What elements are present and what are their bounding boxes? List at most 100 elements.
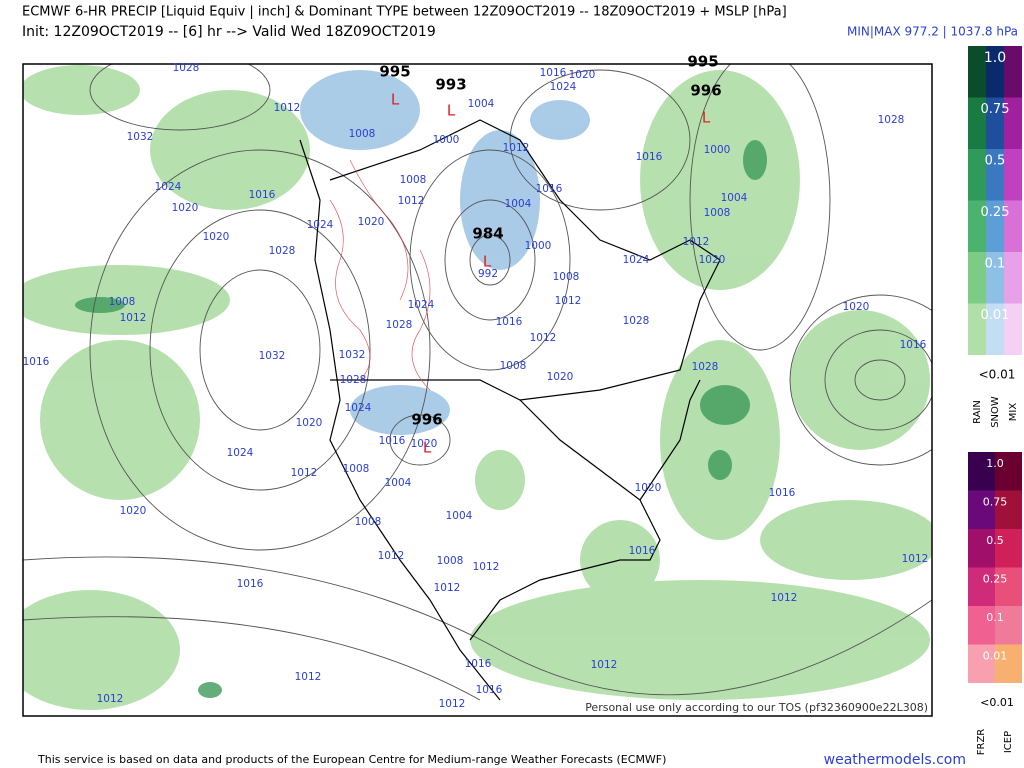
isobar-label: 1032 xyxy=(259,350,286,362)
legend-swatch xyxy=(986,46,1004,98)
isobar-label: 1020 xyxy=(203,231,230,243)
legend-swatch xyxy=(995,529,1022,568)
isobar-label: 1020 xyxy=(699,254,726,266)
low-center-value: 996 xyxy=(411,411,442,429)
isobar-label: 1016 xyxy=(900,339,927,351)
isobar-label: 1004 xyxy=(446,510,473,522)
isobar-label: 1028 xyxy=(340,374,367,386)
legend-level: 0.75 xyxy=(983,496,1008,509)
isobar-label: 1024 xyxy=(550,81,577,93)
legend-min: <0.01 xyxy=(980,696,1014,709)
map-features xyxy=(23,64,932,710)
isobar-label: 1024 xyxy=(227,447,254,459)
isobar-label: 1016 xyxy=(769,487,796,499)
isobar-label: 1024 xyxy=(408,299,435,311)
isobar-label: 1004 xyxy=(505,198,532,210)
legend-level: 1.0 xyxy=(984,50,1006,66)
legend-swatch xyxy=(1004,46,1022,98)
legend-type: MIX xyxy=(1008,403,1019,422)
legend-swatch xyxy=(995,452,1022,491)
legend-type: FRZR xyxy=(976,729,987,756)
isobar-label: 1012 xyxy=(503,142,530,154)
isobar-label: 1012 xyxy=(530,332,557,344)
isobar-label: 1012 xyxy=(398,195,425,207)
map-frame xyxy=(22,63,933,717)
isobar-label: 1028 xyxy=(269,245,296,257)
isobar-label: 1012 xyxy=(378,550,405,562)
legend-swatch xyxy=(968,490,995,529)
legend-swatch xyxy=(995,644,1022,683)
isobar-label: 1012 xyxy=(902,553,929,565)
isobar-label: 1020 xyxy=(547,371,574,383)
legend-level: 0.25 xyxy=(983,573,1008,586)
isobar-label: 1012 xyxy=(555,295,582,307)
low-center-value: 993 xyxy=(435,76,466,94)
isobar-label: 1012 xyxy=(591,659,618,671)
legend-level: 0.01 xyxy=(983,650,1008,663)
legend-swatch xyxy=(968,200,986,252)
isobar-label: 1012 xyxy=(120,312,147,324)
legend-swatch xyxy=(1004,149,1022,201)
isobar-label: 1020 xyxy=(569,69,596,81)
legend-level: 0.5 xyxy=(986,534,1004,547)
legend-swatch xyxy=(995,567,1022,606)
low-center-value: 996 xyxy=(690,82,721,100)
isobar-label: 1012 xyxy=(274,102,301,114)
isobar-label: 1020 xyxy=(120,505,147,517)
legend-swatch xyxy=(968,303,986,355)
legend-swatch xyxy=(968,606,995,645)
isobar-label: 1016 xyxy=(476,684,503,696)
legend-swatch xyxy=(968,567,995,606)
low-center-value: 984 xyxy=(472,225,503,243)
isobar-label: 1016 xyxy=(540,67,567,79)
legend-swatch xyxy=(1004,252,1022,304)
isobar-label: 1020 xyxy=(172,202,199,214)
low-marker: L xyxy=(423,439,432,457)
isobar-label: 1008 xyxy=(500,360,527,372)
site-link[interactable]: weathermodels.com xyxy=(824,752,966,768)
legend-swatch xyxy=(986,252,1004,304)
isobar-label: 1020 xyxy=(358,216,385,228)
legend: 1.0 0.75 0.5 0.25 0.1 0.01 <0.01 RAIN SNOW MIX 1.0… xyxy=(968,46,1022,755)
isobar-label: 1028 xyxy=(173,62,200,74)
legend-level: 0.1 xyxy=(986,611,1004,624)
isobar-label: 1004 xyxy=(721,192,748,204)
isobar-label: 1016 xyxy=(237,578,264,590)
low-marker: L xyxy=(702,109,711,127)
isobar-label: 1016 xyxy=(536,183,563,195)
isobar-label: 1024 xyxy=(345,402,372,414)
isobar-label: 1032 xyxy=(127,131,154,143)
isobar-label: 1016 xyxy=(465,658,492,670)
legend-type: RAIN xyxy=(972,400,983,424)
isobar-label: 1028 xyxy=(623,315,650,327)
legend-swatch xyxy=(995,606,1022,645)
isobar-label: 1016 xyxy=(23,356,50,368)
low-center-value: 995 xyxy=(379,63,410,81)
isobar-label: 1008 xyxy=(437,555,464,567)
isobar-label: 1000 xyxy=(433,134,460,146)
isobar-label: 1012 xyxy=(473,561,500,573)
legend-swatch xyxy=(968,97,986,149)
legend-swatch xyxy=(986,200,1004,252)
isobar-label: 1012 xyxy=(771,592,798,604)
isobar-label: 1028 xyxy=(692,361,719,373)
low-marker: L xyxy=(483,253,492,271)
isobar-label: 1012 xyxy=(291,467,318,479)
low-marker: L xyxy=(447,102,456,120)
isobar-label: 1004 xyxy=(468,98,495,110)
legend-swatch xyxy=(968,46,986,98)
map: 1028101210321024102010201016102810081012… xyxy=(22,53,933,717)
isobar-label: 1008 xyxy=(343,463,370,475)
legend-swatch xyxy=(1004,303,1022,355)
isobar-label: 1032 xyxy=(339,349,366,361)
isobar-label: 1008 xyxy=(355,516,382,528)
isobar-label: 1020 xyxy=(635,482,662,494)
minmax: MIN|MAX 977.2 | 1037.8 hPa xyxy=(847,25,1018,39)
isobar-label: 1012 xyxy=(434,582,461,594)
legend-swatch xyxy=(968,149,986,201)
isobar-label: 1016 xyxy=(496,316,523,328)
isobar-label: 1004 xyxy=(385,477,412,489)
isobar-label: 1020 xyxy=(411,438,438,450)
isobar-label: 1016 xyxy=(379,435,406,447)
